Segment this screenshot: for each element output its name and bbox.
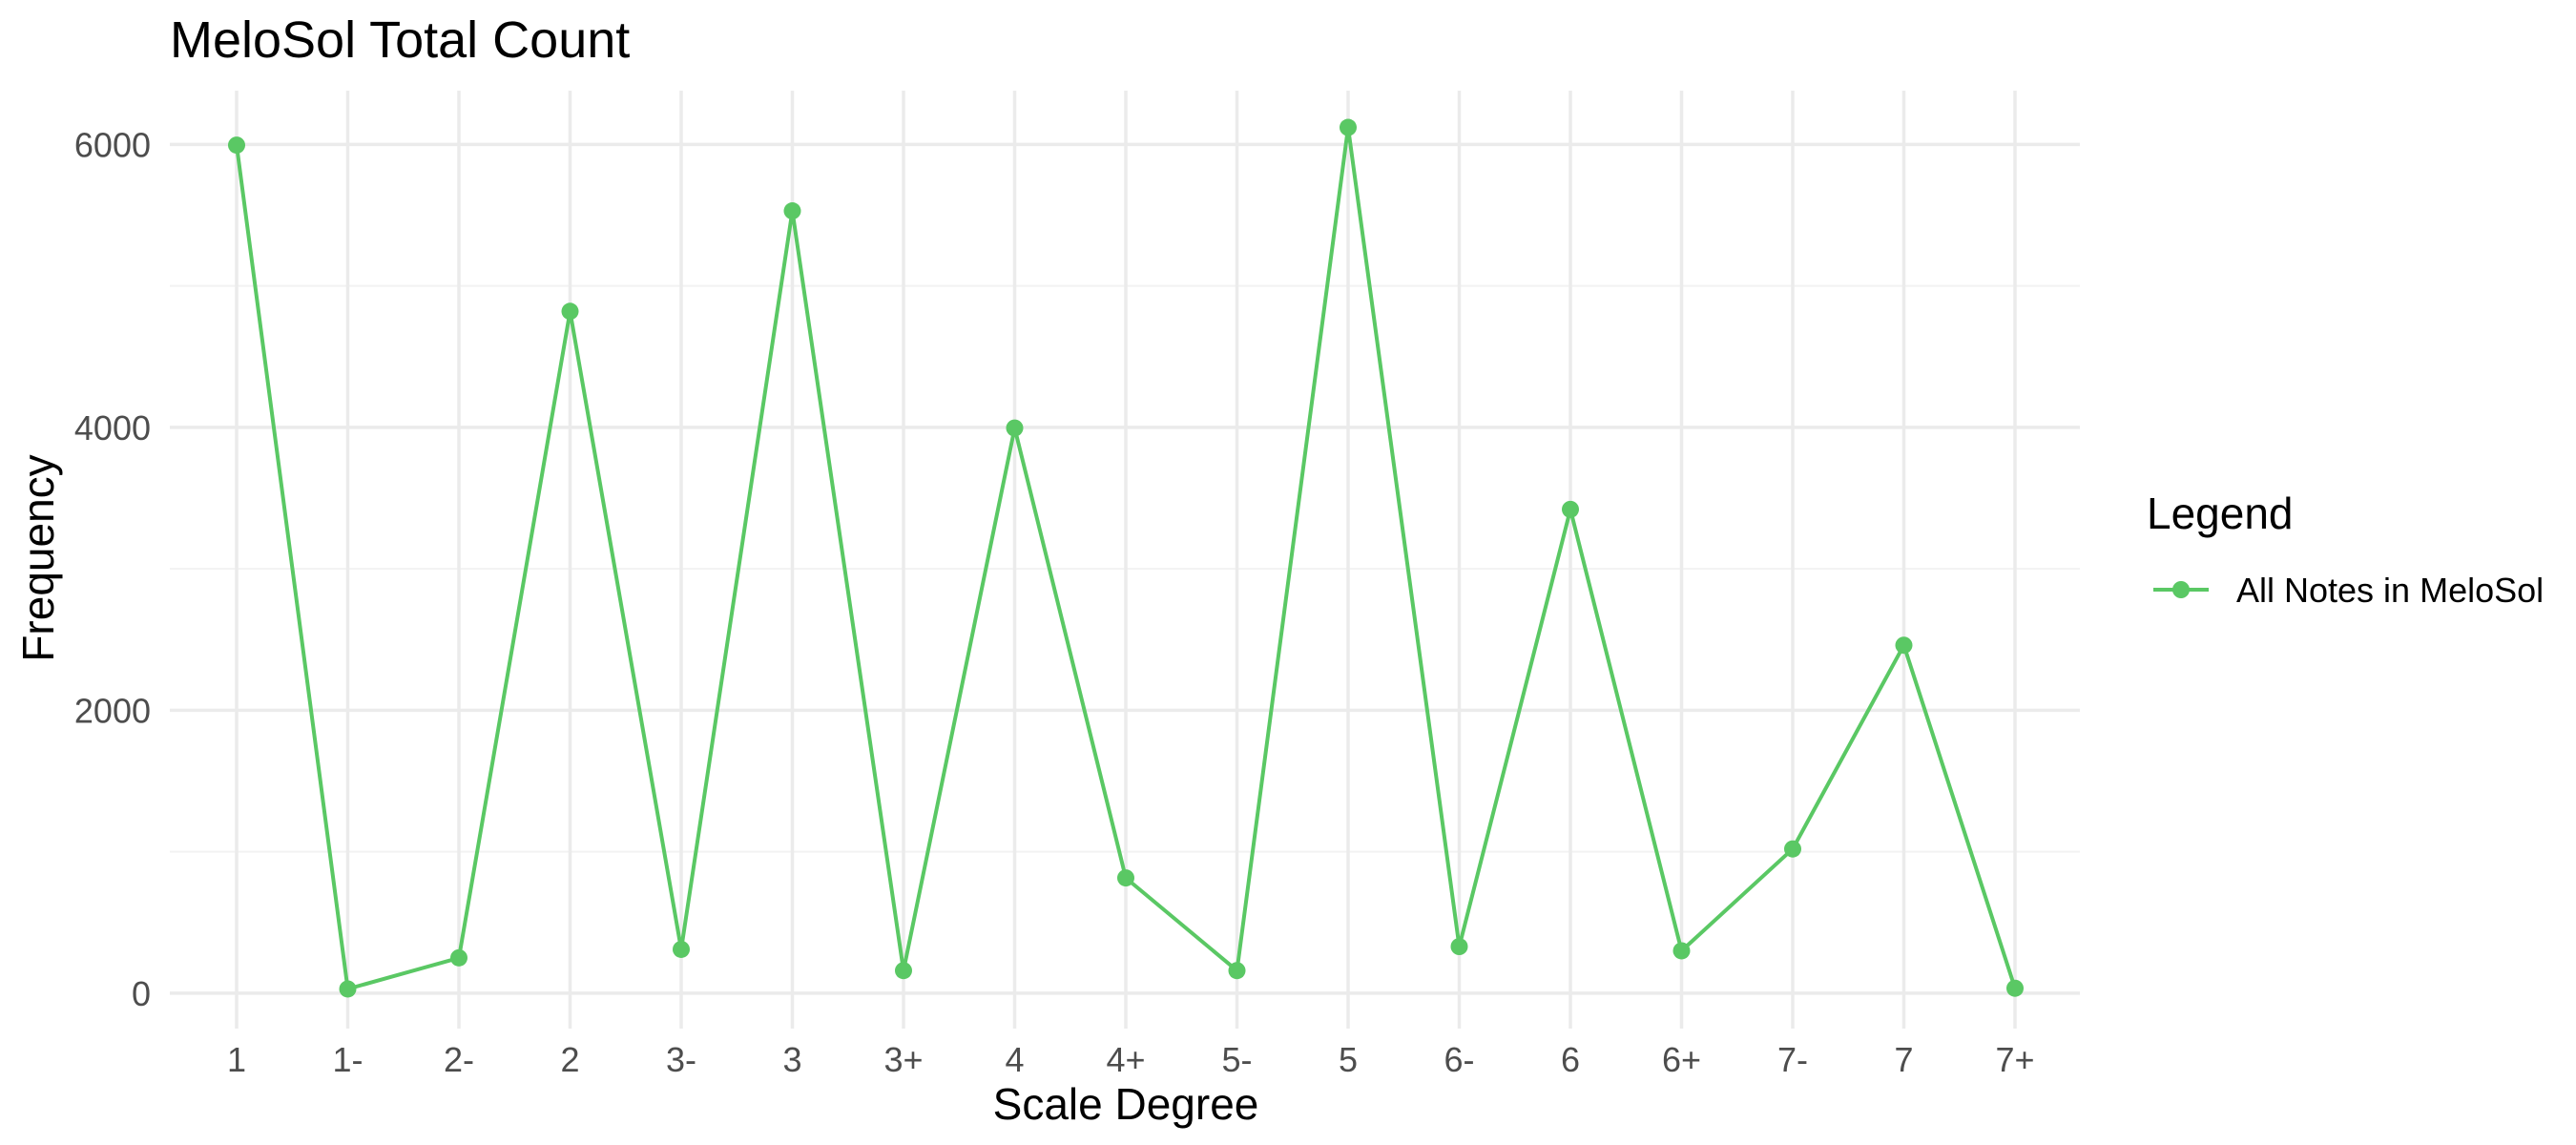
chart-title: MeloSol Total Count [170,11,630,69]
x-tick-label: 1 [227,1040,246,1079]
grid [170,91,2080,1029]
data-point [895,962,912,980]
series-layer [228,118,2024,998]
x-tick-label: 4+ [1106,1040,1145,1079]
data-point [1562,500,1579,518]
data-point [1784,840,1801,858]
data-point [783,202,801,220]
data-point [1450,938,1468,956]
data-point [1006,419,1024,437]
legend-title: Legend [2147,489,2294,538]
x-tick-label: 6+ [1662,1040,1701,1079]
y-axis: 0 2000 4000 6000 [74,125,151,1013]
data-point [673,940,690,958]
y-axis-title: Frequency [13,454,63,661]
x-tick-label: 4 [1005,1040,1024,1079]
y-tick-label: 2000 [74,691,151,730]
x-tick-label: 3- [666,1040,696,1079]
x-tick-label: 1- [332,1040,363,1079]
data-point [1672,942,1691,960]
x-tick-label: 3 [782,1040,801,1079]
y-tick-label: 0 [132,974,151,1013]
data-point [1340,118,1357,136]
data-point [339,980,357,998]
data-point [1117,869,1134,887]
x-tick-label: 2- [444,1040,474,1079]
x-tick-label: 6 [1561,1040,1580,1079]
data-point [450,948,467,967]
x-tick-label: 3+ [883,1040,923,1079]
data-point [561,302,579,321]
x-tick-label: 2 [560,1040,579,1079]
data-point [2006,979,2024,997]
legend-key-point [2172,581,2190,598]
x-tick-label: 7 [1894,1040,1913,1079]
x-tick-label: 7+ [1995,1040,2034,1079]
y-tick-label: 4000 [74,408,151,448]
x-tick-label: 5- [1221,1040,1252,1079]
x-tick-label: 7- [1777,1040,1808,1079]
legend-label: All Notes in MeloSol [2236,571,2544,610]
data-point [1228,962,1246,980]
x-axis: 1 1- 2- 2 3- 3 3+ 4 4+ 5- 5 6- 6 6+ 7- 7 7+ [227,1040,2035,1079]
data-point [228,136,245,155]
legend: Legend All Notes in MeloSol [2147,489,2544,610]
data-point [1895,636,1913,655]
x-tick-label: 5 [1339,1040,1358,1079]
x-tick-label: 6- [1444,1040,1474,1079]
x-axis-title: Scale Degree [993,1079,1259,1129]
y-tick-label: 6000 [74,125,151,164]
